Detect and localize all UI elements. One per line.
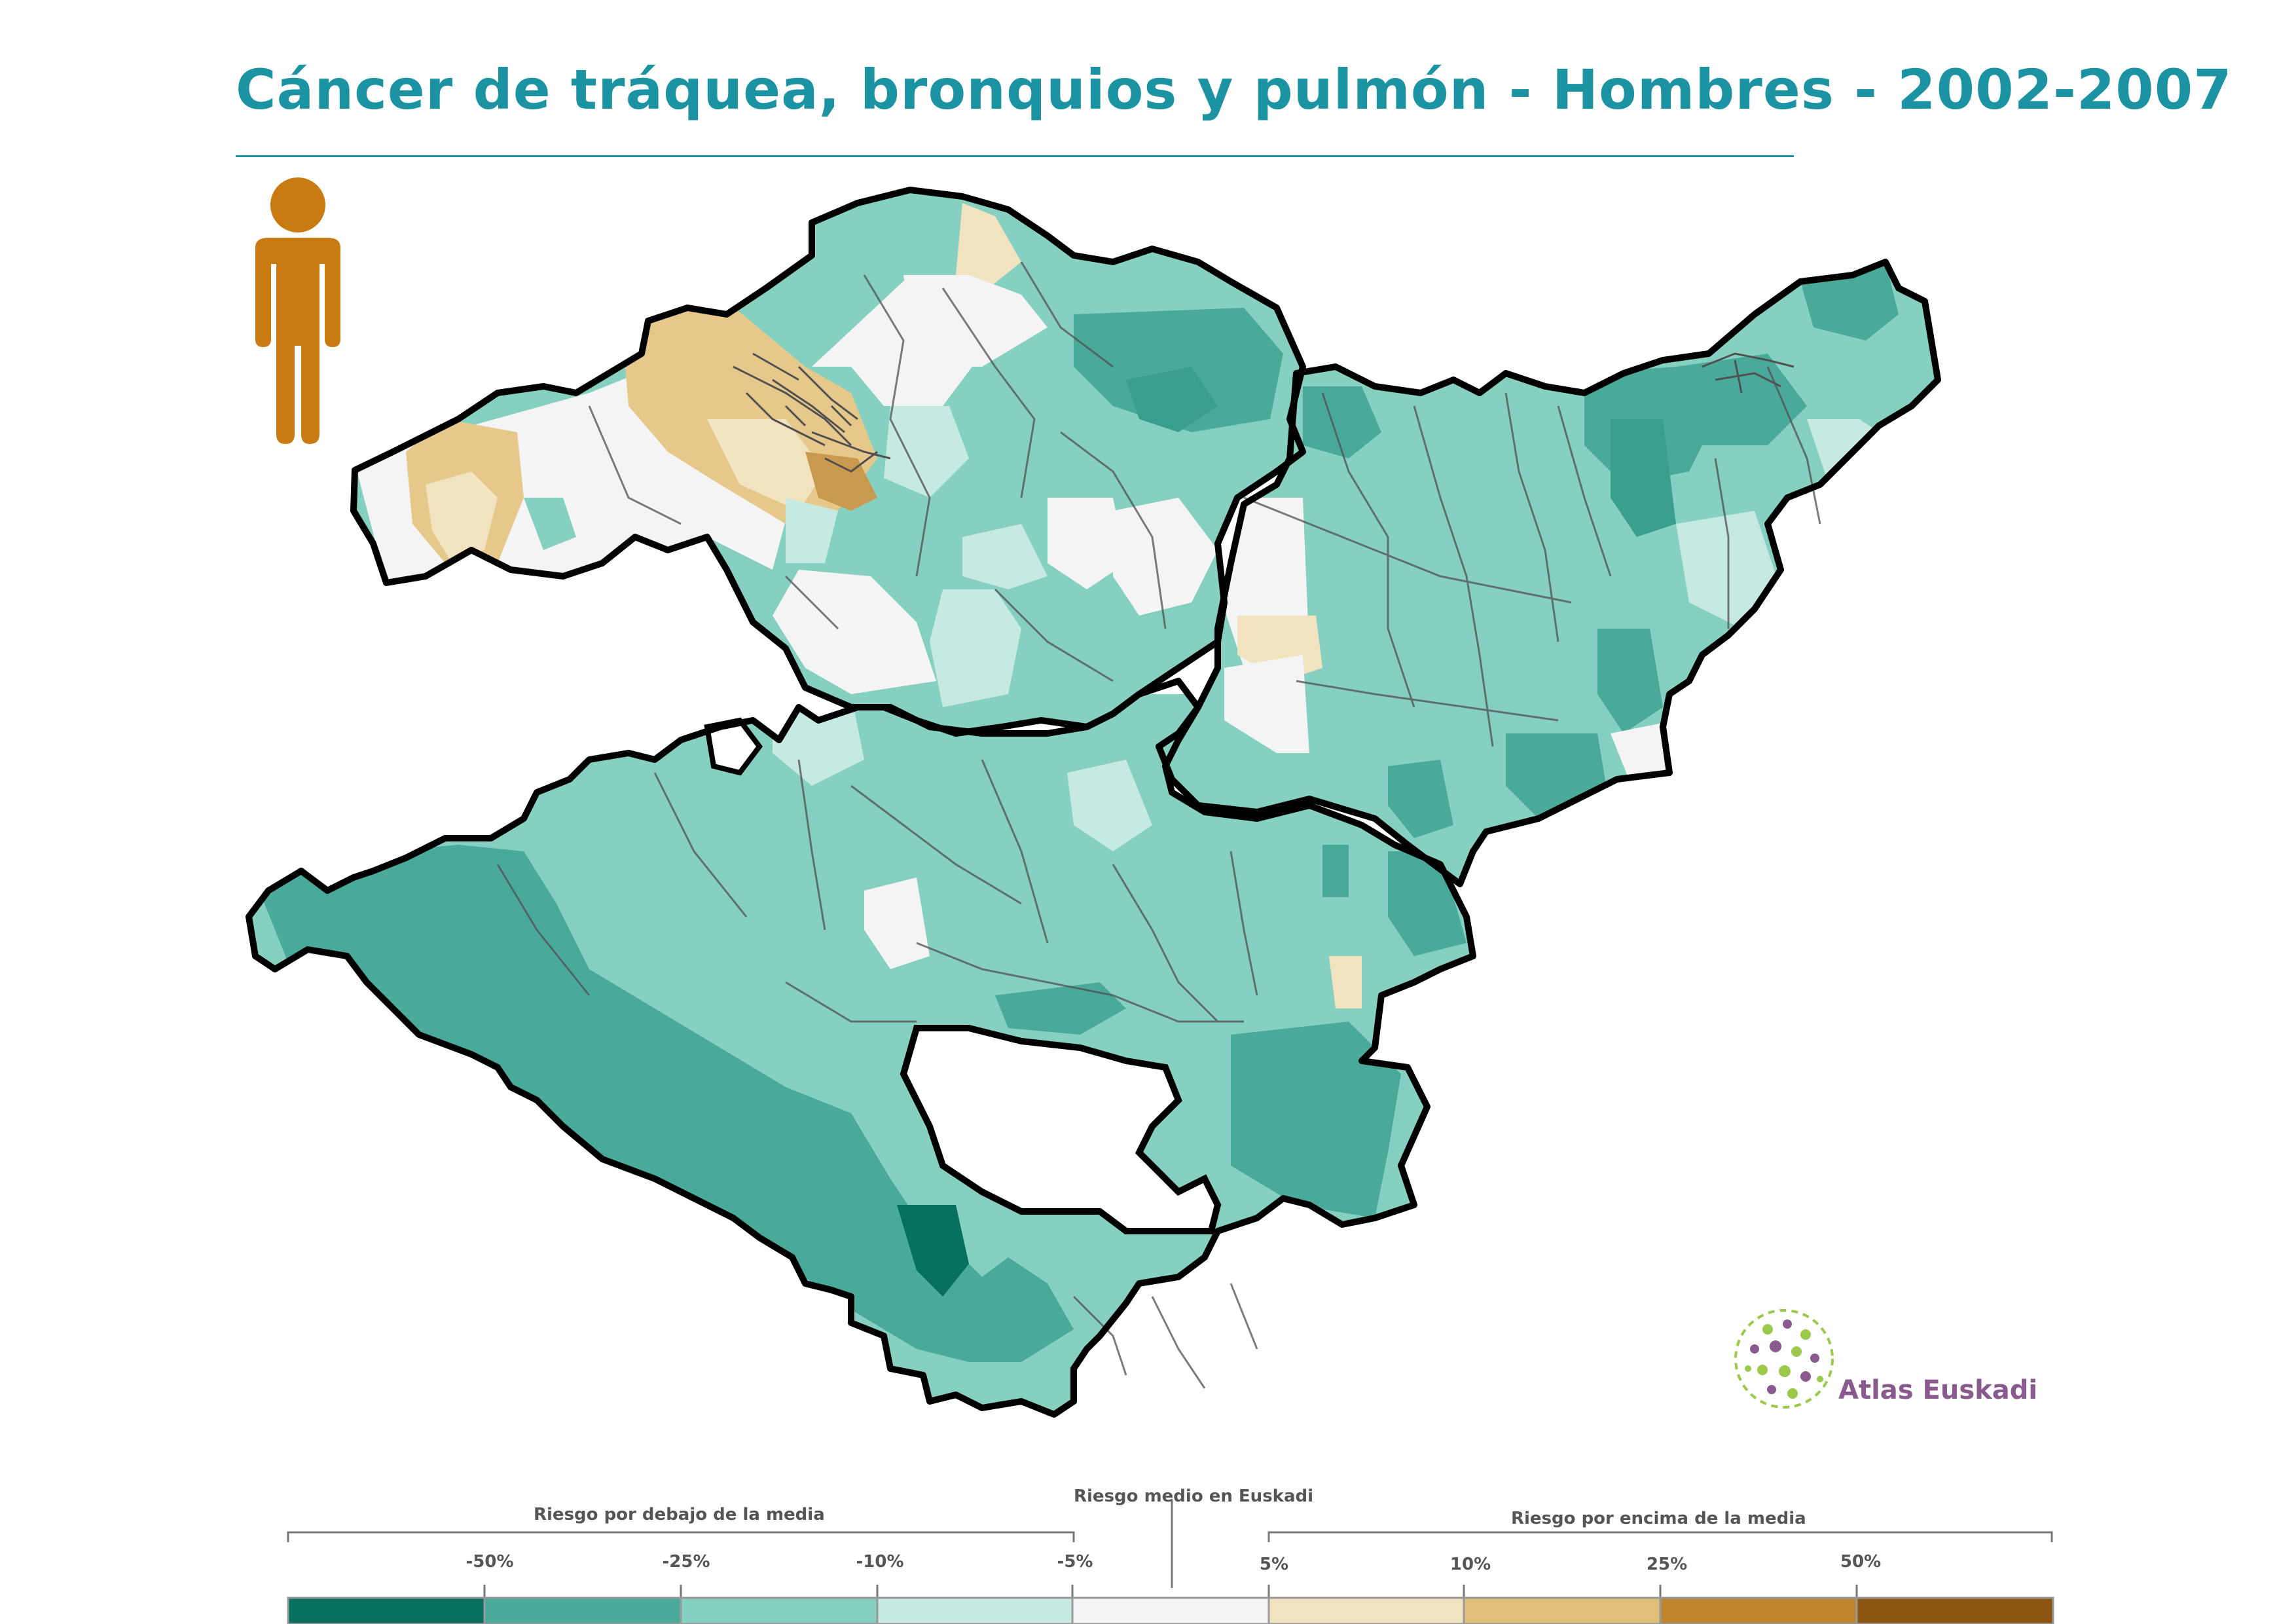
bilbao-urban-area — [733, 352, 891, 473]
region-zuia-white — [864, 877, 930, 969]
border-araba — [246, 678, 1476, 1418]
province-bizkaia — [354, 190, 1303, 733]
legend-swatch-2 — [483, 1596, 682, 1624]
legend-tick-label: 10% — [1449, 1555, 1491, 1574]
legend-tick-label: -10% — [856, 1552, 904, 1572]
legend-label-above: Riesgo por encima de la media — [1511, 1509, 1806, 1528]
region-aia — [1611, 419, 1676, 537]
region-bakio — [956, 203, 1021, 288]
region-trucios — [524, 498, 576, 550]
legend-swatch-1 — [287, 1596, 486, 1624]
region-donostia-west — [1676, 354, 1807, 445]
donostia-urban-area — [1702, 352, 1795, 394]
legend-label-mean: Riesgo medio en Euskadi — [1074, 1486, 1314, 1506]
legend-tick-label: -5% — [1057, 1552, 1093, 1572]
enclave-trevino — [900, 1025, 1222, 1234]
province-borders — [246, 187, 1941, 1418]
legend-bracket-below — [287, 1531, 1075, 1542]
region-legutio — [1067, 760, 1152, 851]
legend-bracket-above — [1267, 1531, 2053, 1542]
legend-swatch-9 — [1855, 1596, 2054, 1624]
region-durango-west — [1113, 498, 1218, 616]
region-barakaldo — [707, 419, 825, 511]
region-arraia — [1329, 956, 1362, 1008]
region-lemoa — [1048, 498, 1126, 589]
legend-swatch-3 — [680, 1596, 879, 1624]
map-title: Cáncer de tráquea, bronquios y pulmón - … — [236, 58, 2232, 122]
title-divider — [236, 155, 1794, 157]
region-orozko — [773, 570, 936, 694]
border-gipuzkoa — [1156, 259, 1941, 887]
region-tolosa — [1597, 629, 1663, 733]
region-gernika — [1126, 367, 1218, 432]
region-zegama — [1388, 760, 1453, 838]
legend-tick-label: 50% — [1840, 1552, 1882, 1572]
legend-tick-label: -50% — [465, 1552, 514, 1572]
legend-tick-lines — [483, 1585, 1858, 1601]
legend-swatch-4 — [876, 1596, 1074, 1624]
region-arrigorriaga — [962, 524, 1048, 589]
region-karrantza-south — [426, 471, 498, 563]
atlas-euskadi-logo — [1734, 1309, 1834, 1409]
male-person-icon — [255, 177, 340, 444]
legend-tick-label: 5% — [1259, 1555, 1289, 1574]
region-zeanuri — [930, 589, 1021, 707]
region-zalduondo — [1322, 845, 1349, 897]
region-labastida — [897, 1205, 969, 1297]
region-vitoria-gasteiz — [995, 982, 1126, 1035]
region-araba-west-south — [249, 845, 1074, 1362]
border-bizkaia — [350, 187, 1306, 737]
region-derio — [884, 406, 969, 498]
legend-swatch-5 — [1071, 1596, 1270, 1624]
legend-swatch-7 — [1463, 1596, 1662, 1624]
logo-text: Atlas Euskadi — [1838, 1375, 2038, 1405]
region-bergara — [1224, 655, 1309, 753]
region-araba-east — [1231, 1022, 1401, 1218]
region-basauri — [805, 452, 877, 511]
legend-tick-label: -25% — [662, 1552, 710, 1572]
region-alonsotegi — [786, 498, 838, 563]
municipality-boundaries — [496, 261, 1821, 1389]
legend-swatch-8 — [1659, 1596, 1858, 1624]
region-mutriku — [1303, 386, 1381, 458]
legend-swatch-6 — [1267, 1596, 1465, 1624]
region-mungia — [903, 275, 1048, 367]
legend-tick-label: 25% — [1646, 1555, 1688, 1574]
legend-label-below: Riesgo por debajo de la media — [534, 1505, 825, 1524]
